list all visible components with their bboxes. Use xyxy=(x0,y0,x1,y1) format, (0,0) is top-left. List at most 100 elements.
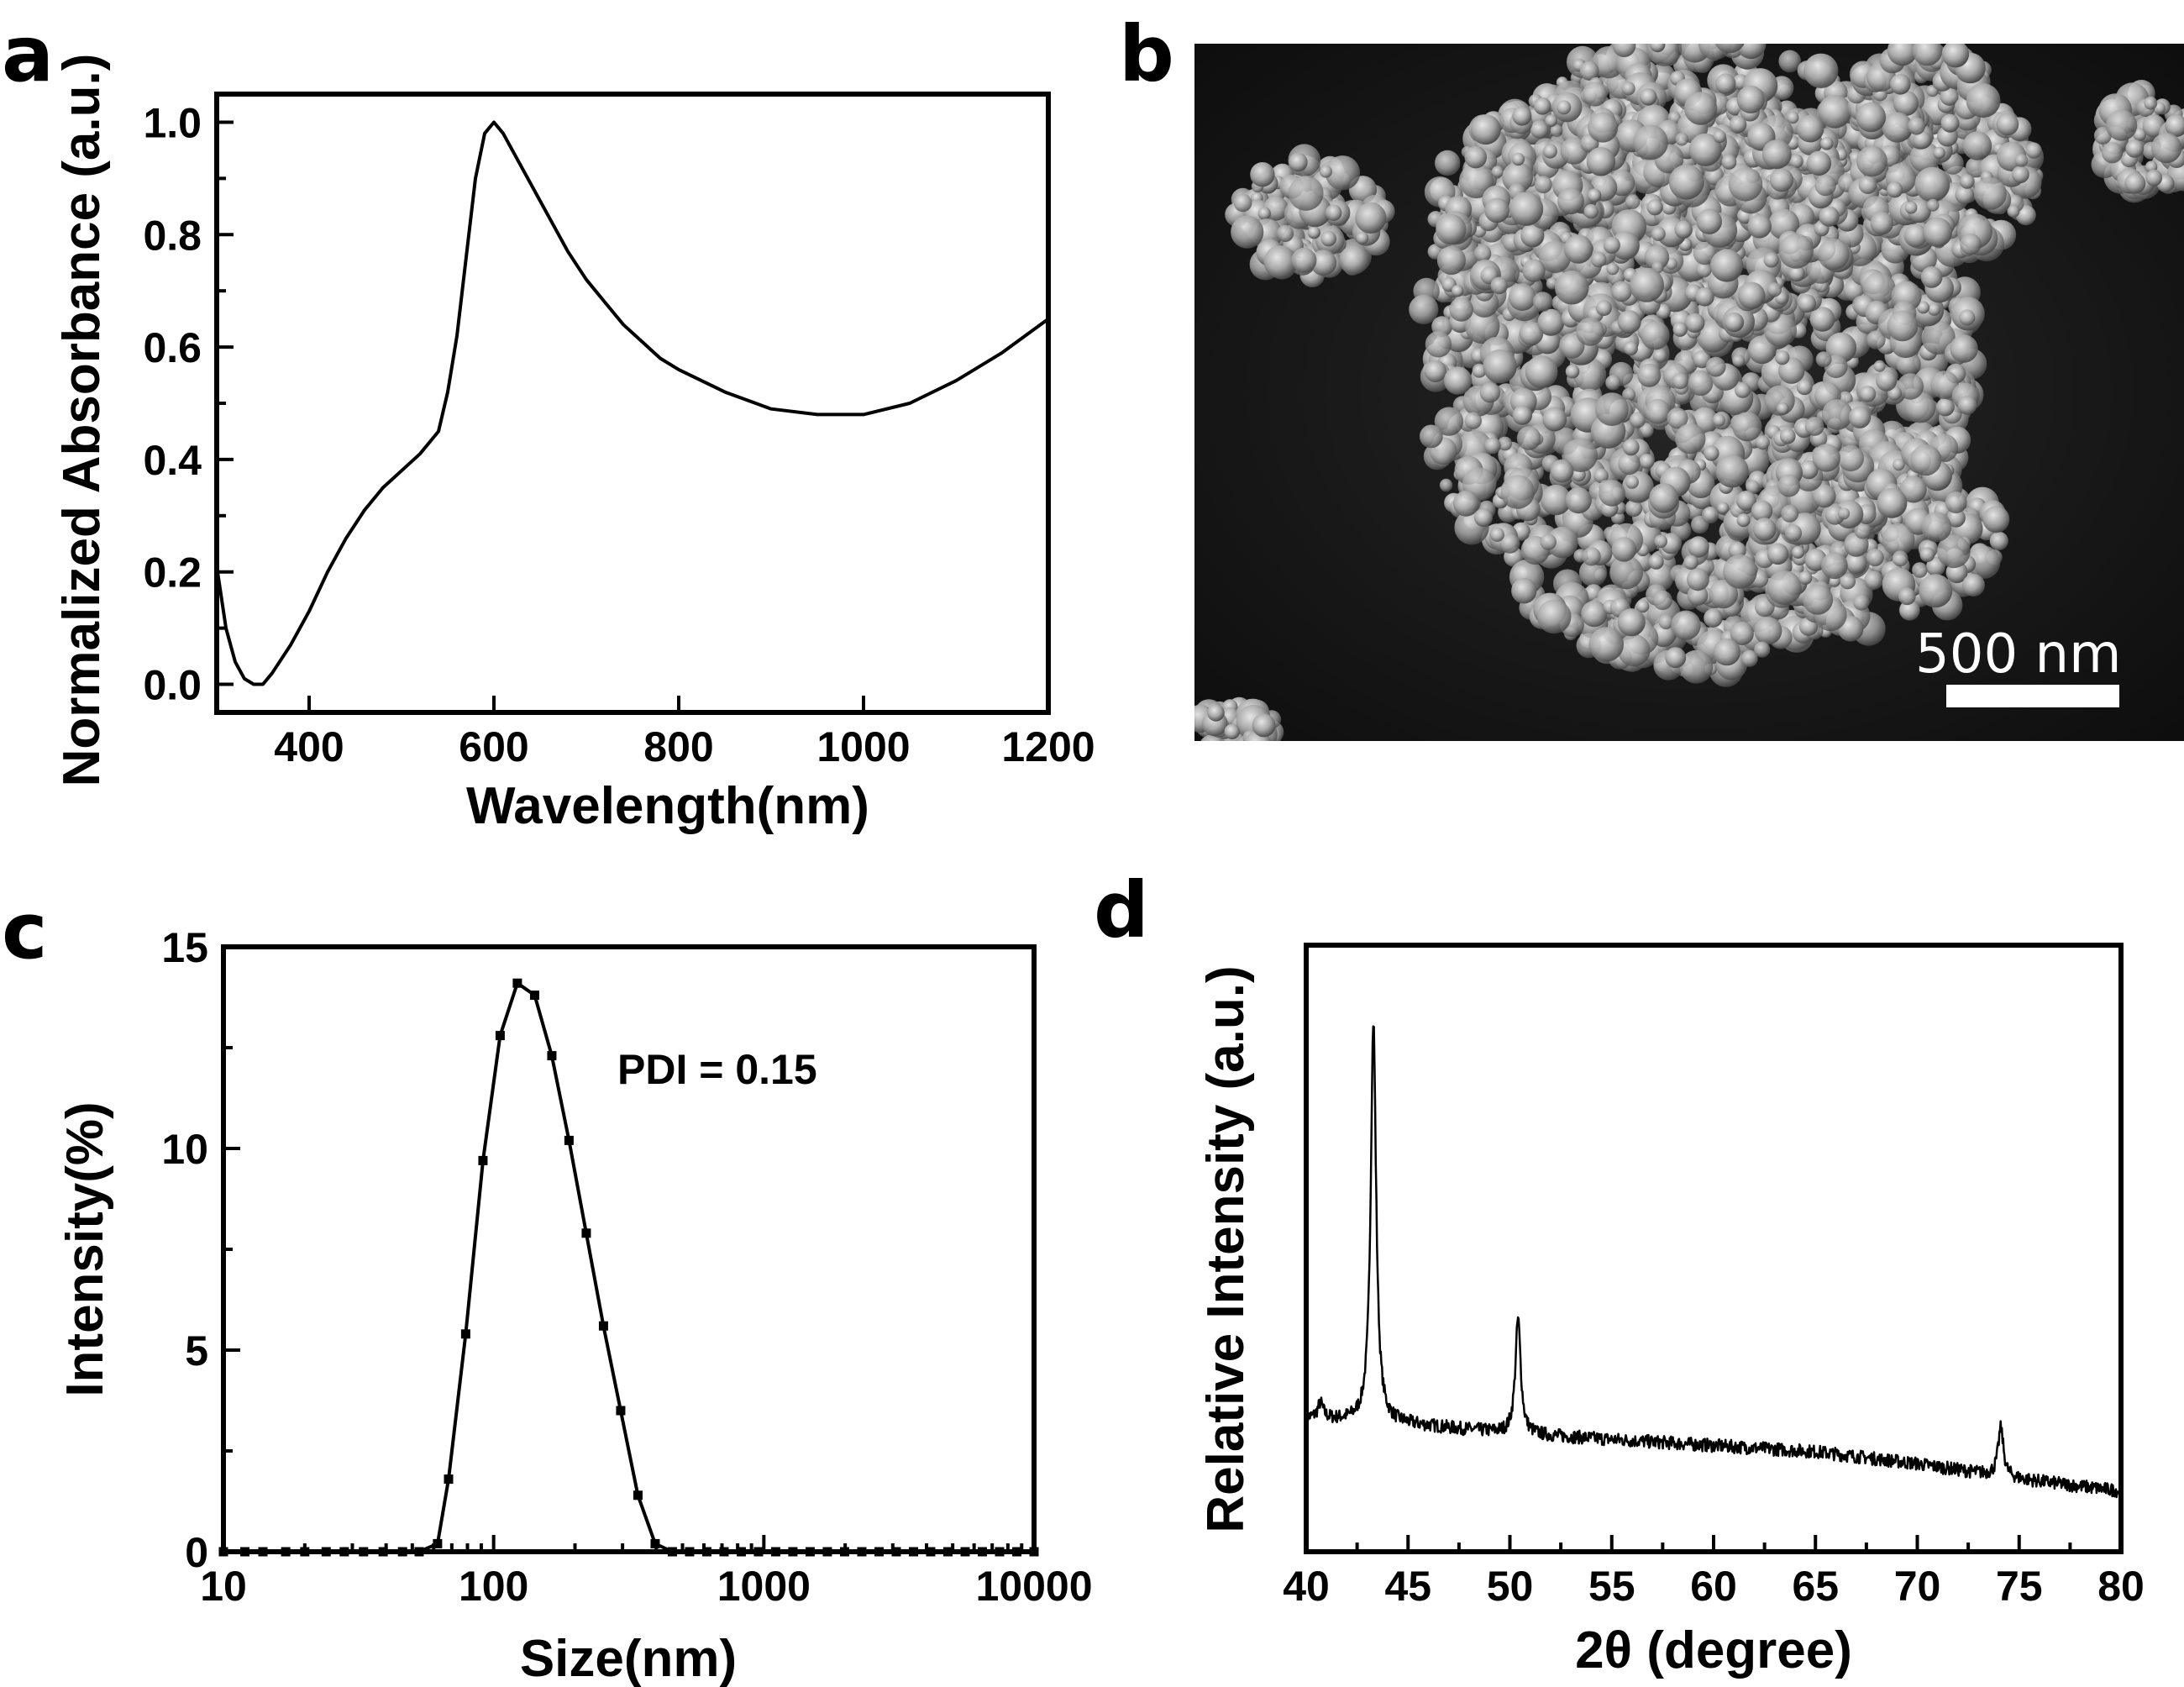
nanoparticle xyxy=(1812,444,1840,472)
nanoparticle xyxy=(1277,224,1294,242)
nanoparticle xyxy=(1484,197,1509,223)
panel-letter-b: b xyxy=(1119,9,1174,99)
nanoparticle xyxy=(1927,302,1941,316)
nanoparticle xyxy=(1582,547,1601,566)
chart-a-xtick-label: 600 xyxy=(459,723,528,770)
chart-d-xtick-label: 80 xyxy=(2097,1563,2145,1610)
nanoparticle xyxy=(1289,152,1308,172)
chart-d-xtick-label: 65 xyxy=(1792,1563,1839,1610)
nanoparticle xyxy=(1439,478,1453,492)
nanoparticle xyxy=(1917,301,1929,314)
nanoparticle xyxy=(1688,536,1709,558)
nanoparticle xyxy=(1533,97,1551,115)
nanoparticle xyxy=(1648,554,1664,570)
nanoparticle xyxy=(1458,163,1494,199)
nanoparticle xyxy=(1887,310,1919,342)
nanoparticle xyxy=(1436,213,1467,245)
nanoparticle xyxy=(1882,112,1913,143)
nanoparticle xyxy=(1729,115,1747,134)
nanoparticle xyxy=(1639,88,1657,106)
nanoparticle xyxy=(1753,518,1777,541)
nanoparticle xyxy=(1936,534,1971,569)
nanoparticle xyxy=(1224,723,1240,740)
nanoparticle xyxy=(1687,568,1709,591)
nanoparticle xyxy=(2144,96,2158,110)
nanoparticle xyxy=(1738,281,1766,310)
nanoparticle xyxy=(1887,44,1918,66)
nanoparticle xyxy=(1645,398,1671,424)
nanoparticle xyxy=(1821,552,1848,580)
nanoparticle xyxy=(1899,476,1927,503)
nanoparticle xyxy=(1419,424,1443,449)
nanoparticle xyxy=(1777,402,1789,415)
nanoparticle xyxy=(1307,226,1320,239)
nanoparticle xyxy=(1610,231,1640,260)
nanoparticle xyxy=(1671,610,1701,640)
nanoparticle xyxy=(1797,294,1817,313)
nanoparticle xyxy=(1792,546,1805,559)
nanoparticle xyxy=(1579,60,1599,81)
nanoparticle xyxy=(1675,423,1706,455)
nanoparticle xyxy=(1611,537,1637,562)
panel-letter-c: c xyxy=(2,886,48,976)
nanoparticle xyxy=(1581,600,1608,628)
nanoparticle xyxy=(1856,145,1887,177)
nanoparticle xyxy=(1778,50,1801,73)
nanoparticle xyxy=(1806,150,1832,176)
nanoparticle xyxy=(1858,176,1877,194)
nanoparticle xyxy=(1693,349,1711,369)
nanoparticle xyxy=(1909,142,1940,173)
nanoparticle xyxy=(1554,270,1589,305)
nanoparticle xyxy=(1559,333,1585,359)
nanoparticle xyxy=(1512,106,1532,126)
nanoparticle xyxy=(1695,287,1714,307)
nanoparticle xyxy=(1809,307,1835,332)
data-point-marker xyxy=(478,1155,488,1165)
nanoparticle xyxy=(1587,188,1602,202)
nanoparticle xyxy=(1898,587,1916,606)
nanoparticle xyxy=(1923,217,1953,247)
chart-d-frame xyxy=(1304,943,2124,1554)
nanoparticle xyxy=(1639,423,1654,438)
nanoparticle xyxy=(1815,351,1832,368)
nanoparticle xyxy=(1263,245,1297,279)
nanoparticle xyxy=(1500,475,1535,509)
chart-d-curve-group xyxy=(1305,1025,2123,1499)
nanoparticle xyxy=(1717,502,1730,514)
nanoparticle xyxy=(1472,363,1487,378)
nanoparticle xyxy=(1893,458,1905,471)
nanoparticle xyxy=(1920,266,1943,288)
chart-c-xtick-label: 1000 xyxy=(717,1563,811,1610)
nanoparticle xyxy=(1955,185,1975,204)
nanoparticle xyxy=(1960,174,1975,189)
nanoparticle xyxy=(1557,100,1572,115)
nanoparticle xyxy=(1542,407,1567,432)
nanoparticle xyxy=(1732,412,1762,442)
nanoparticle xyxy=(1974,177,2007,210)
nanoparticle xyxy=(1498,436,1512,451)
data-point-marker xyxy=(529,991,539,1001)
nanoparticle xyxy=(1449,297,1473,322)
nanoparticle xyxy=(1840,573,1856,590)
nanoparticle xyxy=(1590,251,1607,268)
nanoparticle xyxy=(1538,240,1572,273)
nanoparticle xyxy=(1355,202,1387,234)
chart-c-xtick-label: 10000 xyxy=(975,1563,1092,1610)
nanoparticle xyxy=(1960,233,1982,255)
data-point-marker xyxy=(460,1329,470,1339)
nanoparticle xyxy=(1779,428,1796,444)
nanoparticle xyxy=(1982,506,2010,533)
nanoparticle xyxy=(1696,208,1722,234)
nanoparticle xyxy=(1484,437,1501,455)
nanoparticle xyxy=(1683,554,1698,570)
nanoparticle xyxy=(1435,150,1461,176)
nanoparticle xyxy=(1912,562,1928,578)
nanoparticle xyxy=(1546,526,1578,559)
nanoparticle xyxy=(1621,81,1635,96)
nanoparticle xyxy=(2007,205,2020,218)
nanoparticle xyxy=(1710,249,1744,282)
nanoparticle xyxy=(1802,584,1834,615)
nanoparticle xyxy=(1819,206,1840,227)
nanoparticle xyxy=(1767,282,1782,297)
